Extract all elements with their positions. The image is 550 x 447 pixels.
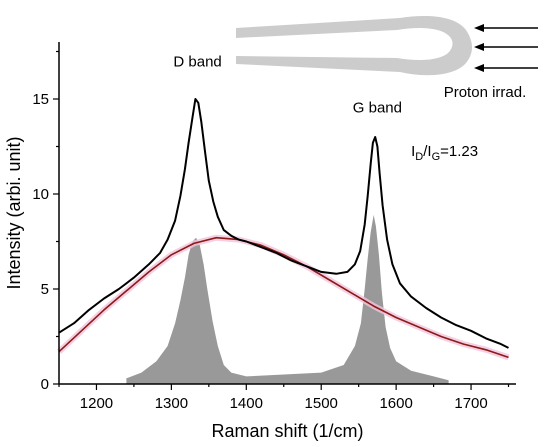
irradiation-arrowhead <box>474 43 484 51</box>
y-tick-label: 5 <box>41 281 49 298</box>
baseline-fit-line <box>58 236 509 359</box>
plot-area <box>56 98 510 384</box>
ratio-subscript: G <box>432 151 441 163</box>
d-band-label: D band <box>173 54 221 71</box>
axes: 1200 1300 1400 1500 1600 1700 0 5 10 15 <box>32 42 516 412</box>
peaks-fill-area <box>126 214 449 384</box>
proton-irradiation-label: Proton irrad. <box>444 84 527 101</box>
x-axis-title: Raman shift (1/cm) <box>211 421 363 441</box>
x-tick-label: 1500 <box>305 395 338 412</box>
x-tick-label: 1300 <box>155 395 188 412</box>
g-band-label: G band <box>353 99 402 116</box>
x-tick-label: 1700 <box>454 395 487 412</box>
chart-labels: Raman shift (1/cm) Intensity (arbi. unit)… <box>4 54 478 441</box>
ratio-text: =1.23 <box>440 143 478 160</box>
x-tick-label: 1200 <box>80 395 113 412</box>
ratio-text: /I <box>423 143 431 160</box>
y-tick-label: 10 <box>32 186 49 203</box>
x-tick-label: 1400 <box>230 395 263 412</box>
irradiation-arrowhead <box>474 24 484 32</box>
y-tick-label: 0 <box>41 376 49 393</box>
folded-fiber-shape <box>236 15 472 76</box>
y-axis-title: Intensity (arbi. unit) <box>4 136 24 289</box>
y-tick-label: 15 <box>32 91 49 108</box>
ratio-text: I <box>411 143 415 160</box>
intensity-ratio-label: ID/IG=1.23 <box>411 143 478 163</box>
spectrum-line <box>58 98 509 349</box>
ratio-subscript: D <box>415 151 423 163</box>
x-tick-label: 1600 <box>379 395 412 412</box>
irradiation-arrowhead <box>474 64 484 72</box>
proton-irradiation-inset: Proton irrad. <box>236 15 538 101</box>
